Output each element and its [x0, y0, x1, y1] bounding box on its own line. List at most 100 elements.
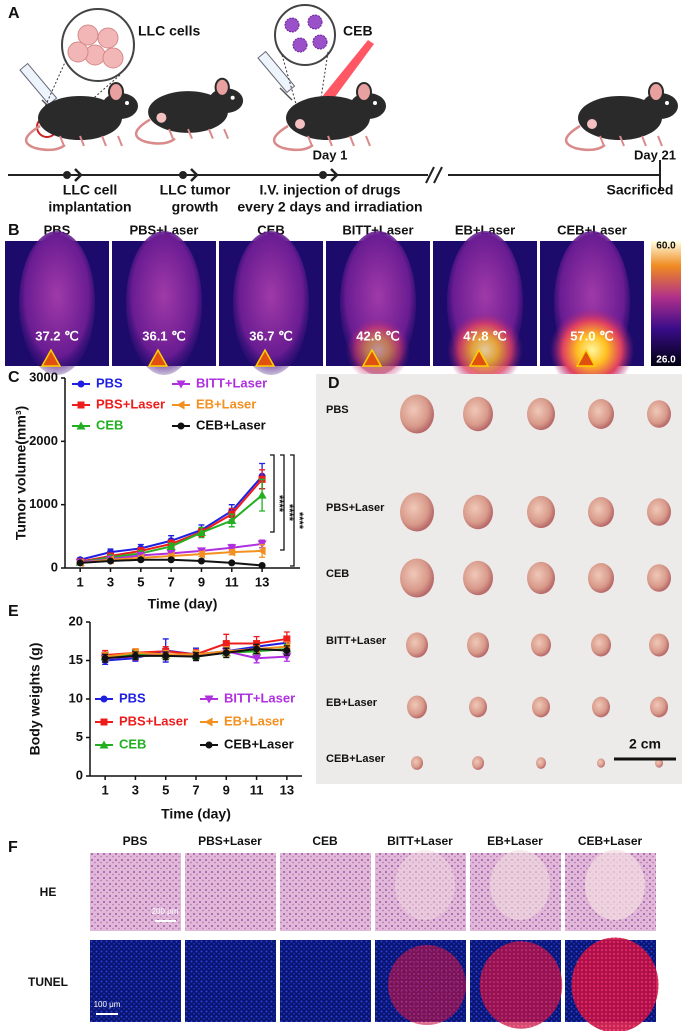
panel-label: E — [8, 603, 19, 620]
day-label: Day 21 — [634, 147, 676, 162]
tunel-signal — [571, 937, 659, 1031]
significance: **** — [273, 495, 285, 513]
mouse-tail — [273, 124, 314, 152]
timeline-dot — [63, 171, 71, 179]
tumor — [591, 633, 611, 657]
marker — [131, 652, 139, 660]
tumor — [588, 399, 614, 429]
measure-point — [361, 348, 383, 367]
column-title: BITT+Laser — [387, 834, 453, 848]
mouse-ear — [356, 82, 372, 102]
timeline-chevron — [74, 168, 83, 182]
marker — [197, 557, 205, 565]
marker — [196, 549, 205, 559]
mouse-leg — [657, 135, 663, 147]
nanoparticle — [312, 34, 328, 50]
mouse-body — [38, 96, 122, 140]
significance: **** — [283, 504, 295, 522]
y-tick-label: 10 — [69, 690, 83, 705]
he-necrosis — [395, 850, 455, 920]
marker — [252, 654, 262, 663]
group-title: BITT+Laser — [342, 222, 413, 237]
mouse-heat — [19, 231, 95, 375]
row-label: EB+Laser — [326, 697, 378, 709]
hot-spot — [447, 312, 523, 388]
timeline-dot — [179, 171, 187, 179]
row-label: CEB+Laser — [326, 753, 386, 765]
tunel-image — [185, 940, 276, 1022]
tumor — [527, 495, 555, 529]
tumor — [406, 632, 428, 658]
legend-label: CEB — [119, 736, 146, 751]
measure-point — [575, 348, 597, 367]
mouse-leg — [187, 128, 193, 139]
significance-bracket — [290, 454, 295, 567]
row-label: BITT+Laser — [326, 635, 387, 647]
tumor — [463, 560, 493, 596]
hot-spot — [345, 317, 411, 383]
scale-bar-label: 2 cm — [629, 736, 661, 752]
mouse-eye — [665, 101, 669, 105]
tumor — [463, 396, 493, 432]
mouse-ear — [648, 82, 664, 102]
mouse-leg — [349, 135, 355, 147]
x-tick-label: 13 — [255, 574, 269, 589]
marker — [253, 645, 261, 653]
column-title: CEB+Laser — [578, 834, 643, 848]
hot-spot — [550, 308, 634, 392]
measure-point — [40, 348, 62, 367]
legend-marker — [176, 380, 186, 389]
temperature: 36.7 ℃ — [249, 328, 293, 343]
marker — [228, 559, 236, 567]
legend-marker — [205, 741, 213, 749]
y-tick-label: 20 — [69, 613, 83, 628]
tumor — [647, 564, 671, 592]
marker — [258, 561, 266, 569]
tumor — [588, 497, 614, 527]
measure-point — [468, 348, 490, 367]
nanoparticle — [292, 37, 308, 53]
marker — [227, 544, 237, 553]
mouse-heat — [126, 231, 202, 375]
group-title: CEB+Laser — [557, 222, 627, 237]
x-tick-label: 11 — [250, 782, 264, 797]
marker — [257, 546, 266, 556]
tumor — [527, 561, 555, 595]
he-image — [280, 853, 371, 931]
marker — [257, 490, 267, 499]
step-label: growth — [172, 199, 219, 215]
legend-marker — [204, 695, 214, 704]
mouse-tail — [25, 124, 66, 152]
y-axis-label: Body weights (g) — [27, 643, 43, 756]
mouse-leg — [599, 135, 605, 147]
mouse-tail — [135, 118, 176, 145]
row-label: PBS+Laser — [326, 502, 385, 514]
marker — [253, 640, 261, 648]
legend-label: PBS+Laser — [96, 396, 165, 411]
row-label: TUNEL — [28, 975, 68, 989]
callout-line — [317, 51, 329, 119]
panel-label: C — [8, 369, 20, 386]
x-tick-label: 5 — [137, 574, 144, 589]
callout-text: LLC cells — [138, 23, 200, 39]
tumor-site — [295, 119, 305, 129]
legend-marker — [100, 718, 108, 726]
step-label: LLC cell — [63, 182, 117, 198]
legend-label: CEB+Laser — [196, 417, 266, 432]
column-title: CEB — [312, 834, 338, 848]
panel-label: F — [8, 839, 18, 856]
tumor-site — [156, 112, 167, 123]
measure-point — [147, 348, 169, 367]
tumor — [655, 758, 663, 768]
tumor — [411, 756, 423, 770]
x-tick-label: 13 — [280, 782, 294, 797]
mouse-leg — [365, 135, 371, 147]
marker — [106, 557, 114, 565]
x-tick-label: 7 — [168, 574, 175, 589]
tumor — [588, 563, 614, 593]
tunel-image — [90, 940, 181, 1022]
legend-marker — [100, 695, 108, 703]
marker — [76, 559, 84, 567]
mouse-leg — [619, 135, 625, 147]
y-tick-label: 1000 — [29, 496, 58, 511]
